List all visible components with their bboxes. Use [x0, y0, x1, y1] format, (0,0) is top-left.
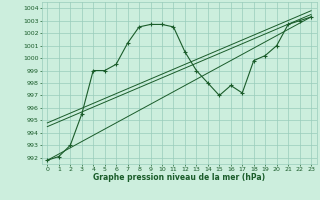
X-axis label: Graphe pression niveau de la mer (hPa): Graphe pression niveau de la mer (hPa) — [93, 173, 265, 182]
